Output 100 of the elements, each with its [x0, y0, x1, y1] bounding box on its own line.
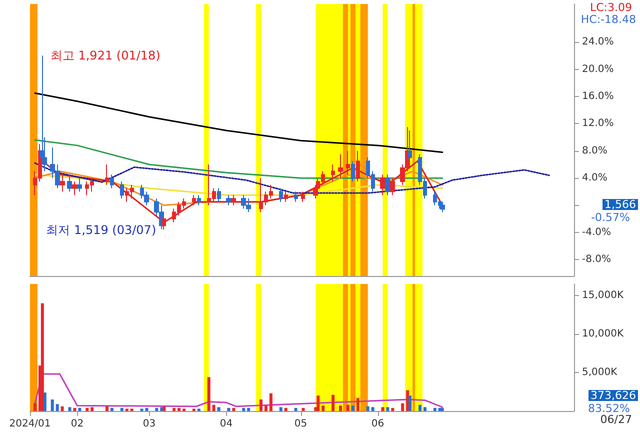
bar: [155, 408, 158, 411]
bar: [106, 406, 109, 411]
candlestick: [120, 180, 124, 199]
candlestick: [231, 194, 236, 206]
text: 373,626: [590, 389, 636, 402]
y-tick-label: 4.0%: [582, 172, 608, 184]
x-tick-label: 02: [70, 418, 84, 430]
y-tick-label: 12.0%: [582, 118, 614, 130]
candlestick: [284, 191, 288, 202]
y-tick-label: 16.0%: [582, 90, 614, 102]
bar: [178, 408, 181, 411]
bar: [371, 407, 374, 411]
bar: [408, 396, 412, 411]
bar: [232, 408, 236, 411]
bar: [162, 406, 166, 411]
bar: [60, 406, 64, 411]
candlestick: [380, 174, 385, 196]
bar: [56, 404, 59, 411]
candlestick: [390, 178, 395, 196]
x-tick-label: 06: [371, 418, 384, 430]
candlestick: [192, 194, 196, 206]
bar: [73, 408, 76, 411]
candlestick: [217, 188, 221, 202]
x-tick-label: 04: [220, 418, 233, 430]
bar: [212, 404, 216, 411]
bar: [227, 408, 230, 411]
candlestick: [331, 164, 335, 182]
annotation: 최저 1,519 (03/07): [46, 222, 156, 237]
text: LC:3.09: [590, 1, 632, 14]
bar: [247, 408, 250, 411]
candlestick: [110, 174, 114, 189]
bar: [302, 408, 305, 411]
bar: [172, 408, 176, 411]
bar: [242, 408, 246, 411]
candlestick: [77, 178, 82, 192]
line-series: [34, 162, 550, 194]
bar: [68, 407, 72, 411]
candlestick: [279, 188, 283, 202]
text: 83.52%: [588, 402, 630, 415]
x-tick-label: 03: [142, 418, 156, 430]
bar: [339, 406, 342, 411]
candlestick: [226, 194, 231, 206]
bar: [110, 408, 114, 411]
bar: [78, 408, 82, 411]
candlestick: [294, 191, 298, 202]
text: 1,566: [604, 198, 636, 211]
bar: [284, 408, 288, 411]
y-tick-label: 8.0%: [582, 145, 608, 156]
bar: [433, 408, 436, 411]
bar: [322, 406, 325, 411]
candlestick: [440, 201, 445, 213]
y-tick-label: 20.0%: [582, 64, 614, 75]
x-tick-label: 2024/01: [9, 418, 51, 430]
bar: [294, 408, 298, 411]
line-series: [34, 373, 444, 408]
candlestick: [301, 191, 305, 202]
bar: [90, 407, 94, 411]
y-tick-label: 5,000K: [582, 367, 618, 378]
bar: [217, 407, 220, 411]
bar: [391, 408, 394, 411]
bar: [43, 392, 46, 411]
bar: [351, 406, 354, 411]
bar: [316, 396, 320, 411]
candlestick: [385, 174, 390, 196]
candlestick: [67, 174, 72, 192]
bar: [440, 408, 444, 411]
candlestick: [197, 194, 201, 206]
bar: [418, 404, 422, 411]
bar: [386, 407, 390, 411]
candlestick: [105, 164, 109, 186]
y-tick-label: 15,000K: [582, 290, 624, 302]
x-tick-label: 05: [294, 418, 308, 430]
bar: [260, 399, 263, 411]
bar: [346, 404, 350, 411]
candlestick: [351, 160, 355, 182]
text: 06/27: [600, 413, 632, 426]
bar: [269, 393, 272, 411]
y-tick-label: 24.0%: [582, 36, 614, 48]
bar: [33, 403, 36, 411]
bar: [120, 408, 124, 411]
line-series: [34, 174, 444, 196]
y-tick-label: -4.0%: [582, 226, 612, 238]
candlestick: [72, 180, 77, 196]
text: -0.57%: [591, 211, 630, 224]
bar: [381, 407, 384, 411]
annotation: 최고 1,921 (01/18): [50, 48, 160, 63]
bar: [366, 406, 370, 411]
y-tick-label: -8.0%: [582, 254, 612, 266]
line-series: [34, 139, 444, 179]
bar: [264, 406, 268, 411]
text: HC:-18.48: [580, 13, 636, 26]
candlestick: [408, 130, 412, 165]
bar: [40, 303, 44, 411]
bar: [279, 407, 282, 411]
bar: [207, 377, 210, 411]
bar: [356, 398, 360, 411]
line-series: [34, 92, 444, 153]
bar: [332, 394, 335, 411]
bar: [423, 407, 426, 411]
bar: [86, 408, 89, 411]
